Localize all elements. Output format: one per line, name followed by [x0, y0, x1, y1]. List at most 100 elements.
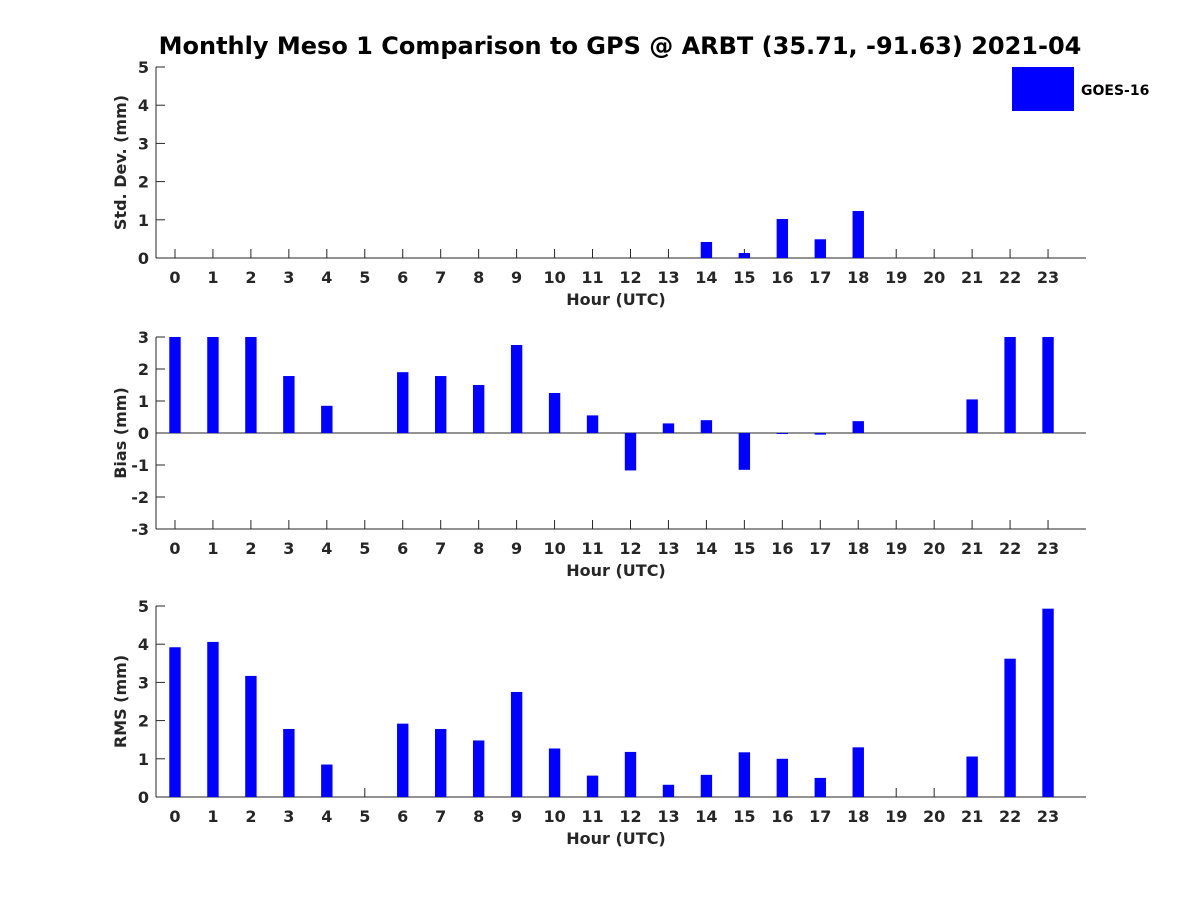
bar-hour-18 — [852, 421, 864, 433]
y-tick-label: 2 — [138, 712, 149, 731]
x-tick-label: 21 — [961, 268, 983, 287]
x-tick-label: 14 — [695, 268, 717, 287]
bar-hour-7 — [435, 729, 447, 797]
bar-hour-13 — [662, 784, 675, 797]
bar-hour-11 — [586, 775, 599, 797]
x-tick-label: 6 — [397, 539, 408, 558]
bar-hour-15 — [738, 752, 751, 797]
bar-hour-15 — [738, 253, 751, 258]
x-tick-label: 19 — [885, 539, 907, 558]
y-tick-label: 3 — [138, 673, 149, 692]
bar-hour-17 — [814, 239, 826, 258]
y-tick-label: 0 — [138, 788, 149, 807]
x-tick-label: 10 — [543, 268, 565, 287]
x-tick-label: 15 — [733, 268, 755, 287]
x-axis-label: Hour (UTC) — [566, 829, 666, 848]
x-tick-label: 5 — [359, 807, 370, 826]
x-tick-label: 8 — [473, 539, 484, 558]
bar-hour-17 — [814, 433, 826, 435]
bar-hour-14 — [700, 774, 713, 797]
bar-hour-10 — [548, 748, 561, 797]
legend: GOES-16 — [1012, 67, 1149, 111]
bar-hour-12 — [624, 751, 637, 797]
x-tick-label: 2 — [245, 268, 256, 287]
bar-hour-0 — [169, 647, 181, 797]
x-tick-label: 15 — [733, 539, 755, 558]
x-axis-label: Hour (UTC) — [566, 290, 666, 309]
x-tick-label: 11 — [581, 807, 603, 826]
x-tick-label: 9 — [511, 807, 522, 826]
bar-hour-16 — [776, 758, 789, 797]
bar-hour-15 — [738, 433, 751, 470]
bar-hour-12 — [624, 433, 637, 471]
x-tick-label: 16 — [771, 268, 793, 287]
y-axis-label: Std. Dev. (mm) — [111, 95, 130, 230]
x-tick-label: 21 — [961, 539, 983, 558]
x-tick-label: 10 — [543, 539, 565, 558]
x-tick-label: 20 — [923, 539, 945, 558]
y-tick-label: 1 — [138, 211, 149, 230]
bar-hour-16 — [776, 219, 789, 258]
x-tick-label: 7 — [435, 807, 446, 826]
x-tick-label: 3 — [283, 539, 294, 558]
x-tick-label: 12 — [619, 807, 641, 826]
y-tick-label: 0 — [138, 249, 149, 268]
x-tick-label: 20 — [923, 268, 945, 287]
x-tick-label: 23 — [1037, 807, 1059, 826]
y-axis-label: Bias (mm) — [111, 387, 130, 479]
bar-hour-9 — [510, 691, 523, 797]
x-tick-label: 11 — [581, 539, 603, 558]
x-tick-label: 13 — [657, 539, 679, 558]
bar-hour-3 — [283, 729, 295, 797]
bar-hour-14 — [700, 420, 713, 433]
y-tick-label: 1 — [138, 392, 149, 411]
x-tick-label: 22 — [999, 539, 1021, 558]
x-tick-label: 9 — [511, 268, 522, 287]
x-tick-label: 4 — [321, 807, 332, 826]
x-tick-label: 18 — [847, 268, 869, 287]
bar-hour-18 — [852, 747, 864, 797]
bar-hour-4 — [321, 405, 333, 433]
x-tick-label: 4 — [321, 268, 332, 287]
x-tick-label: 3 — [283, 268, 294, 287]
y-tick-label: -1 — [131, 456, 149, 475]
x-tick-label: 21 — [961, 807, 983, 826]
bar-hour-7 — [435, 376, 447, 433]
bar-hour-18 — [852, 211, 864, 258]
x-tick-label: 0 — [169, 539, 180, 558]
x-tick-label: 1 — [207, 807, 218, 826]
bar-hour-6 — [397, 372, 409, 433]
bar-hour-16 — [776, 433, 789, 434]
y-tick-label: 2 — [138, 360, 149, 379]
x-tick-label: 3 — [283, 807, 294, 826]
x-tick-label: 16 — [771, 807, 793, 826]
legend-swatch — [1012, 67, 1074, 111]
bar-hour-1 — [207, 337, 219, 433]
x-axis-label: Hour (UTC) — [566, 561, 666, 580]
chart-title: Monthly Meso 1 Comparison to GPS @ ARBT … — [159, 32, 1082, 60]
x-tick-label: 2 — [245, 539, 256, 558]
y-tick-label: 2 — [138, 173, 149, 192]
legend-label: GOES-16 — [1081, 83, 1149, 99]
bar-hour-6 — [397, 723, 409, 797]
x-tick-label: 23 — [1037, 268, 1059, 287]
x-tick-label: 0 — [169, 268, 180, 287]
x-tick-label: 22 — [999, 268, 1021, 287]
x-tick-label: 16 — [771, 539, 793, 558]
y-tick-label: 5 — [138, 58, 149, 77]
bar-hour-3 — [283, 376, 295, 433]
bar-hour-2 — [245, 675, 257, 797]
x-tick-label: 11 — [581, 268, 603, 287]
bar-hour-8 — [472, 385, 485, 433]
y-tick-label: 3 — [138, 134, 149, 153]
bar-hour-17 — [814, 777, 826, 797]
bar-hour-1 — [207, 641, 219, 797]
x-tick-label: 18 — [847, 807, 869, 826]
x-tick-label: 10 — [543, 807, 565, 826]
bar-hour-4 — [321, 764, 333, 797]
y-tick-label: -2 — [131, 488, 149, 507]
x-tick-label: 0 — [169, 807, 180, 826]
y-tick-label: 1 — [138, 750, 149, 769]
